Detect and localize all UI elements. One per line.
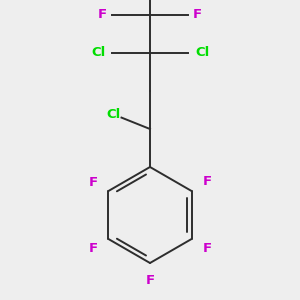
Text: F: F bbox=[202, 176, 212, 188]
Text: Cl: Cl bbox=[195, 46, 209, 59]
Text: F: F bbox=[88, 242, 98, 254]
Text: Cl: Cl bbox=[91, 46, 105, 59]
Text: F: F bbox=[202, 242, 212, 254]
Text: F: F bbox=[193, 8, 203, 22]
Text: F: F bbox=[146, 274, 154, 287]
Text: Cl: Cl bbox=[107, 108, 121, 121]
Text: F: F bbox=[98, 8, 107, 22]
Text: F: F bbox=[88, 176, 98, 188]
